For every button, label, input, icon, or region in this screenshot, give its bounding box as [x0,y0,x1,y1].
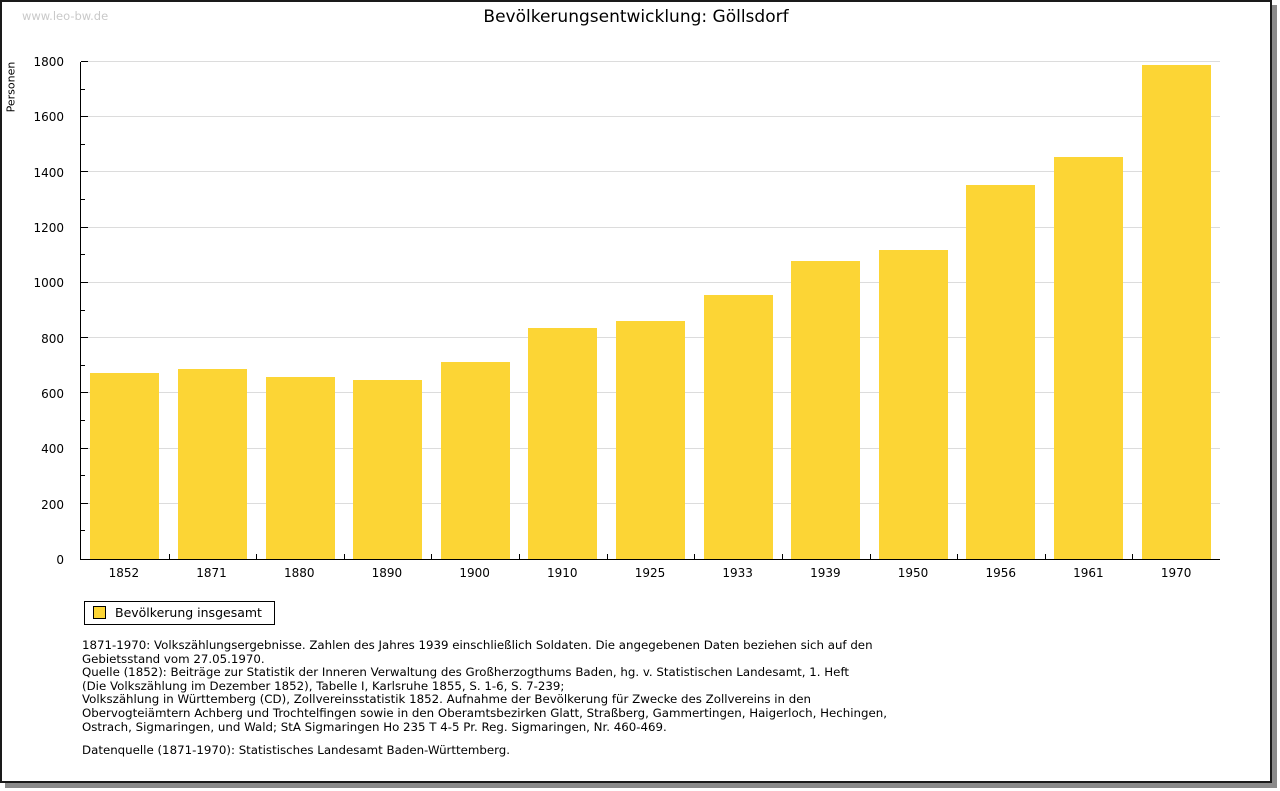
footnote-line: Ostrach, Sigmaringen, und Wald; StA Sigm… [82,719,667,734]
x-tick-label: 1970 [1160,566,1192,580]
x-tick [957,554,959,559]
bar-1933 [703,295,773,559]
y-major-tick [81,392,88,394]
bar-series [81,62,1220,559]
y-minor-tick [81,364,85,366]
bar-1961 [1054,156,1123,559]
watermark: www.leo-bw.de [22,9,109,23]
x-tick [781,554,783,559]
footnote-line: (Die Volkszählung im Dezember 1852), Tab… [82,678,565,693]
plot-area [80,61,1220,560]
legend-box: Bevölkerung insgesamt [84,601,275,625]
bar-1925 [615,320,685,559]
legend-label: Bevölkerung insgesamt [115,605,262,620]
y-minor-tick [81,143,85,145]
y-tick-label: 400 [41,442,64,457]
x-tick-label: 1852 [108,566,140,580]
y-major-tick [81,502,88,504]
y-minor-tick [81,88,85,90]
x-tick [694,554,696,559]
x-tick-label: 1900 [459,566,490,580]
x-tick [431,554,433,559]
bar-1956 [966,184,1036,559]
x-tick [256,554,258,559]
y-tick-label: 600 [41,387,64,401]
y-tick-label: 200 [41,497,64,512]
footnote-line: Quelle (1852): Beiträge zur Statistik de… [82,665,850,680]
y-minor-tick [81,530,85,532]
x-tick-label: 1871 [196,566,227,580]
y-major-tick [81,171,88,173]
footnote-line: 1871-1970: Volkszählungsergebnisse. Zahl… [82,638,873,652]
bar-1939 [791,260,861,559]
gridline [81,116,1220,118]
x-tick-label: 1880 [283,566,315,580]
x-tick [606,554,608,559]
y-minor-tick [81,309,85,311]
footnote-line: Gebietsstand vom 27.05.1970. [82,651,265,666]
x-tick [343,554,345,559]
y-major-tick [81,447,88,449]
y-major-tick [81,337,88,339]
y-tick-label: 1400 [33,165,64,180]
bar-1852 [90,372,160,559]
y-minor-tick [81,199,85,201]
gridline [81,171,1220,173]
y-tick-label: 800 [41,331,64,346]
y-major-tick [81,116,88,118]
bar-1890 [353,380,423,559]
y-minor-tick [81,475,85,477]
y-major-tick [81,61,88,62]
x-tick [1044,554,1046,559]
chart-title: Bevölkerungsentwicklung: Göllsdorf [483,7,789,27]
y-major-tick [81,226,88,228]
x-tick-label: 1910 [547,566,578,580]
datasource-line: Datenquelle (1871-1970): Statistisches L… [82,743,511,757]
bar-1900 [440,362,510,559]
x-tick-label: 1956 [985,566,1016,580]
y-tick-label: 1800 [33,55,64,69]
x-tick-label: 1925 [634,566,666,580]
y-major-tick [81,281,88,283]
y-minor-tick [81,419,85,421]
x-tick [1132,554,1134,559]
bar-1950 [878,250,948,559]
y-minor-tick [81,254,85,256]
y-tick-label: 1200 [33,221,64,235]
y-tick-label: 0 [56,553,64,567]
footnote-line: Volkszählung in Württemberg (CD), Zollve… [82,692,811,707]
bar-1880 [265,377,335,559]
gridline [81,226,1220,228]
footnote-line: Obervogteiämtern Achberg und Trochtelfin… [82,705,887,720]
x-tick-label: 1939 [810,566,841,580]
gridline [81,61,1220,62]
bar-1970 [1141,64,1211,559]
x-tick-label: 1950 [897,566,929,580]
gridline [81,281,1220,283]
x-tick-label: 1933 [722,566,753,580]
y-tick-label: 1600 [33,110,64,125]
y-axis-tick-labels: 0 200 400 600 800 1000 1200 1400 1600 1800 [2,55,72,567]
y-tick-label: 1000 [33,276,64,291]
x-axis-tick-labels: 1852 1871 1880 1890 1900 1910 1925 1933 1939 1950… [80,566,1220,580]
x-tick-label: 1961 [1073,566,1104,580]
x-tick-label: 1890 [371,566,403,580]
footnotes: 1871-1970: Volkszählungsergebnisse. Zahl… [82,638,1202,734]
x-tick [519,554,521,559]
bar-1871 [177,369,247,559]
bar-1910 [528,327,598,559]
x-tick [168,554,170,559]
legend-color-swatch [93,606,106,619]
x-tick [869,554,871,559]
